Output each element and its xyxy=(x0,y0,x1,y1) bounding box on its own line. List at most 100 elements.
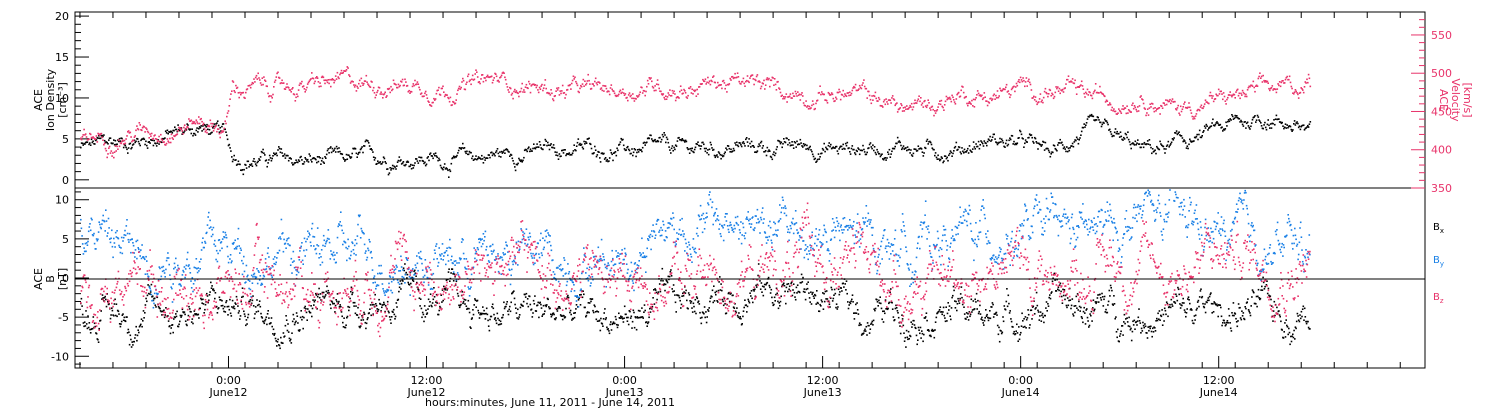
bx-point xyxy=(1038,319,1041,321)
density-point xyxy=(706,152,708,154)
velocity-point xyxy=(666,96,669,98)
velocity-point xyxy=(939,103,942,106)
density-point xyxy=(527,147,529,150)
density-point xyxy=(200,125,202,127)
density-point xyxy=(1232,118,1235,120)
bx-point xyxy=(559,307,561,310)
bx-point xyxy=(1166,302,1169,305)
velocity-point xyxy=(710,79,712,82)
velocity-point xyxy=(955,98,958,100)
density-point xyxy=(409,165,411,168)
density-point xyxy=(495,150,498,152)
velocity-point xyxy=(1264,81,1266,83)
velocity-point xyxy=(528,80,530,83)
velocity-point xyxy=(229,98,231,100)
density-point xyxy=(1213,125,1216,127)
bx-point xyxy=(848,304,850,306)
bx-point xyxy=(595,318,598,321)
velocity-point xyxy=(464,88,467,91)
bx-point xyxy=(1193,315,1196,317)
velocity-point xyxy=(161,139,164,141)
density-point xyxy=(240,169,242,171)
bx-point xyxy=(340,305,342,308)
density-point xyxy=(1129,143,1132,146)
velocity-point xyxy=(373,92,376,94)
density-point xyxy=(712,149,714,151)
density-point xyxy=(1184,142,1187,144)
velocity-point xyxy=(676,96,679,98)
bx-point xyxy=(779,300,782,303)
bx-point xyxy=(506,301,508,303)
bx-point xyxy=(1119,333,1122,335)
velocity-point xyxy=(884,103,887,106)
bx-point xyxy=(757,274,759,277)
density-point xyxy=(1216,121,1218,123)
bx-point xyxy=(535,310,538,312)
velocity-point xyxy=(434,98,437,100)
velocity-point xyxy=(956,93,958,96)
density-point xyxy=(1007,143,1010,146)
velocity-point xyxy=(541,83,543,86)
density-point xyxy=(887,151,889,153)
density-point xyxy=(849,151,851,153)
bx-point xyxy=(534,295,536,297)
bx-point xyxy=(322,295,324,298)
density-point xyxy=(969,149,972,152)
bx-point xyxy=(645,321,648,323)
velocity-point xyxy=(351,80,353,83)
density-point xyxy=(451,157,453,160)
density-point xyxy=(247,160,250,163)
bx-point xyxy=(1212,303,1214,305)
velocity-point xyxy=(389,91,391,94)
density-point xyxy=(328,152,330,154)
bx-point xyxy=(377,310,379,313)
density-point xyxy=(500,156,502,158)
density-point xyxy=(132,143,135,145)
velocity-point xyxy=(1091,97,1094,100)
velocity-point xyxy=(745,79,748,82)
velocity-point xyxy=(1154,107,1156,109)
bx-point xyxy=(108,303,110,305)
density-point xyxy=(202,125,204,127)
velocity-point xyxy=(1188,102,1190,104)
velocity-point xyxy=(943,104,946,106)
velocity-point xyxy=(254,81,256,83)
velocity-point xyxy=(358,82,360,85)
bx-point xyxy=(227,305,230,308)
bx-point xyxy=(858,322,861,324)
bx-point xyxy=(546,304,548,306)
density-point xyxy=(108,139,110,141)
velocity-point xyxy=(1309,85,1312,88)
density-point xyxy=(338,147,340,149)
velocity-point xyxy=(1208,102,1210,105)
bx-point xyxy=(983,324,985,326)
velocity-point xyxy=(1272,89,1274,91)
bx-point xyxy=(480,313,483,316)
bx-point xyxy=(266,313,269,315)
velocity-point xyxy=(705,83,707,85)
velocity-point xyxy=(280,82,283,84)
velocity-point xyxy=(863,79,865,81)
bx-point xyxy=(965,318,967,320)
velocity-point xyxy=(297,89,300,91)
velocity-point xyxy=(451,104,453,106)
velocity-point xyxy=(577,90,580,93)
density-point xyxy=(793,141,796,143)
bx-point xyxy=(647,321,650,323)
bx-point xyxy=(662,284,665,286)
bx-point xyxy=(223,310,225,313)
bx-point xyxy=(847,301,849,303)
velocity-point xyxy=(475,69,477,71)
bx-point xyxy=(309,311,312,314)
density-point xyxy=(750,146,752,148)
bx-point xyxy=(1057,288,1059,291)
bx-point xyxy=(852,301,854,303)
velocity-point xyxy=(1268,87,1270,90)
bx-point xyxy=(493,318,496,320)
velocity-point xyxy=(420,92,423,94)
bx-point xyxy=(928,330,930,332)
bx-point xyxy=(505,305,507,308)
density-point xyxy=(710,143,712,146)
bx-point xyxy=(640,316,642,318)
velocity-point xyxy=(452,101,455,103)
